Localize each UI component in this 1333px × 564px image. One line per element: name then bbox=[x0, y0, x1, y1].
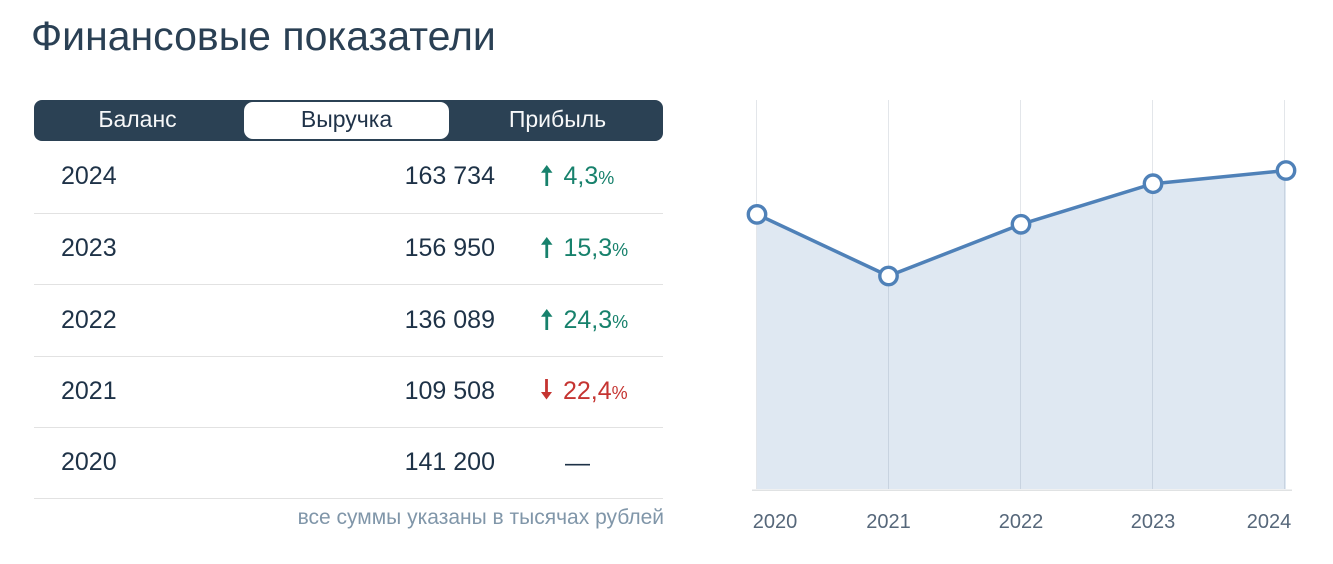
svg-text:2023: 2023 bbox=[1131, 511, 1176, 533]
svg-text:2021: 2021 bbox=[866, 511, 911, 533]
svg-text:2020: 2020 bbox=[753, 511, 798, 533]
svg-text:2024: 2024 bbox=[1247, 511, 1292, 533]
svg-text:2022: 2022 bbox=[999, 511, 1044, 533]
